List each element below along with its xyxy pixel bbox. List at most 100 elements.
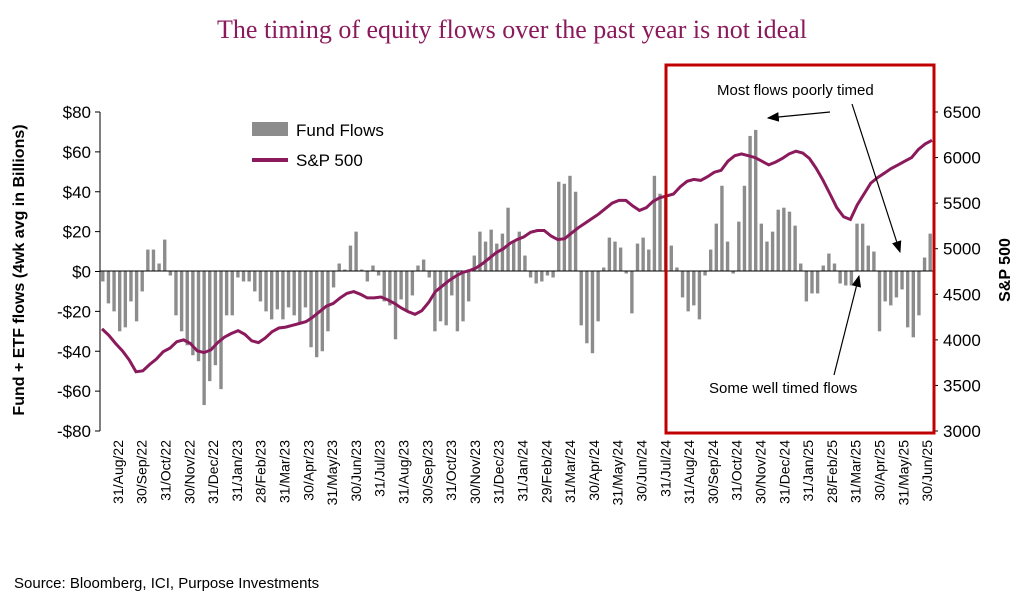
flow-bar xyxy=(241,271,246,282)
right-tick-label: 6000 xyxy=(943,149,981,168)
flow-bar xyxy=(219,271,223,390)
flow-bar xyxy=(354,231,358,272)
flow-bar xyxy=(866,245,870,272)
x-tick-label: 31/Dec/23 xyxy=(491,440,507,504)
flow-bar xyxy=(562,183,567,272)
x-tick-label: 30/Apr/25 xyxy=(872,440,888,501)
flow-bar xyxy=(720,185,724,272)
flow-bar xyxy=(123,271,128,328)
flow-bar xyxy=(185,271,189,346)
flow-bar xyxy=(208,271,212,382)
x-tick-label: 30/Sep/22 xyxy=(134,440,150,504)
flow-bar xyxy=(770,231,775,272)
right-tick-label: 5000 xyxy=(943,240,981,259)
flow-bar xyxy=(804,271,809,302)
flow-bar xyxy=(421,259,426,272)
arrow-poorly-timed-1 xyxy=(766,111,831,122)
right-tick-label: 5500 xyxy=(943,194,981,213)
right-tick-label: 3500 xyxy=(943,376,981,395)
flow-bar xyxy=(528,271,533,278)
flow-bar xyxy=(382,271,386,302)
flow-bar xyxy=(157,263,161,272)
flow-bar xyxy=(686,271,690,312)
x-tick-label: 31/Mar/25 xyxy=(848,440,864,503)
flow-bar xyxy=(472,255,476,272)
flow-bar xyxy=(922,257,927,272)
x-tick-label: 28/Feb/23 xyxy=(253,440,269,503)
flow-bar xyxy=(292,271,296,316)
flow-bar xyxy=(489,229,493,272)
flow-bar xyxy=(405,271,409,312)
flow-bar xyxy=(416,265,420,272)
flow-bar xyxy=(512,241,516,272)
x-tick-label: 31/Aug/23 xyxy=(395,440,411,504)
flow-bar xyxy=(146,249,150,272)
annotation-poorly-timed: Most flows poorly timed xyxy=(717,82,874,99)
flow-bar xyxy=(641,237,645,272)
flow-bar xyxy=(737,221,741,272)
flow-bar xyxy=(624,271,628,274)
flow-bar xyxy=(754,129,758,272)
flow-bar xyxy=(630,271,634,314)
flow-bar xyxy=(680,271,685,298)
flow-bar xyxy=(551,271,555,278)
left-tick-label: $80 xyxy=(63,103,91,122)
flow-bar xyxy=(517,231,522,272)
flow-bar xyxy=(844,271,848,286)
x-tick-label: 29/Feb/24 xyxy=(538,440,554,503)
flow-bar xyxy=(202,271,206,406)
x-tick-label: 31/Jan/23 xyxy=(229,440,245,502)
x-tick-label: 31/Aug/22 xyxy=(110,440,126,504)
flow-bar xyxy=(613,241,617,272)
flow-bar xyxy=(264,271,268,312)
flow-bars xyxy=(101,129,932,406)
flow-bar xyxy=(495,243,499,272)
flow-bar xyxy=(213,271,218,366)
flow-bar xyxy=(258,271,263,302)
x-tick-label: 31/May/25 xyxy=(895,440,911,506)
x-tick-label: 31/Jul/24 xyxy=(657,440,673,497)
x-tick-label: 30/Apr/24 xyxy=(586,440,602,501)
x-tick-label: 31/May/23 xyxy=(324,440,340,506)
flow-bar xyxy=(134,271,139,322)
flow-bar xyxy=(523,255,527,272)
flow-bar xyxy=(647,249,651,272)
flow-bar xyxy=(579,271,583,326)
left-tick-label: $0 xyxy=(72,263,91,282)
flow-bar xyxy=(838,271,842,284)
x-tick-label: 30/Nov/23 xyxy=(467,440,483,504)
left-tick-label: -$80 xyxy=(57,422,91,441)
left-axis-title: Fund + ETF flows (4wk avg in Billions) xyxy=(11,124,28,415)
flow-bar xyxy=(500,233,505,272)
flow-bar xyxy=(129,271,133,302)
x-tick-label: 31/Dec/24 xyxy=(776,440,792,504)
flow-bar xyxy=(872,251,876,272)
flow-bar xyxy=(635,243,640,272)
flow-bar xyxy=(101,271,105,282)
flow-bar xyxy=(444,271,448,326)
flow-bar xyxy=(399,271,403,300)
arrow-well-timed xyxy=(833,274,862,376)
x-tick-label: 31/Jul/23 xyxy=(372,440,388,497)
flow-bar xyxy=(371,265,375,272)
flow-bar xyxy=(106,271,111,304)
flow-bar xyxy=(697,271,702,320)
x-tick-label: 31/Aug/24 xyxy=(681,440,697,504)
right-axis-ticks: 6500 6000 5500 5000 4500 4000 3500 3000 xyxy=(933,103,981,441)
left-tick-label: -$40 xyxy=(57,342,91,361)
x-tick-label: 30/Jun/25 xyxy=(919,440,935,502)
legend-swatch-flows xyxy=(252,122,288,136)
flow-bar xyxy=(669,245,673,272)
right-tick-label: 4500 xyxy=(943,285,981,304)
x-tick-label: 31/Jan/24 xyxy=(515,440,531,502)
flow-bar xyxy=(224,271,229,316)
x-tick-label: 31/May/24 xyxy=(610,440,626,506)
flow-bar xyxy=(731,271,735,274)
flow-bar xyxy=(917,271,921,316)
x-tick-label: 31/Oct/24 xyxy=(729,440,745,501)
left-tick-label: $60 xyxy=(63,143,91,162)
right-tick-label: 3000 xyxy=(943,422,981,441)
flow-bar xyxy=(427,271,431,278)
flow-bar xyxy=(376,271,381,276)
flow-bar xyxy=(450,271,454,296)
